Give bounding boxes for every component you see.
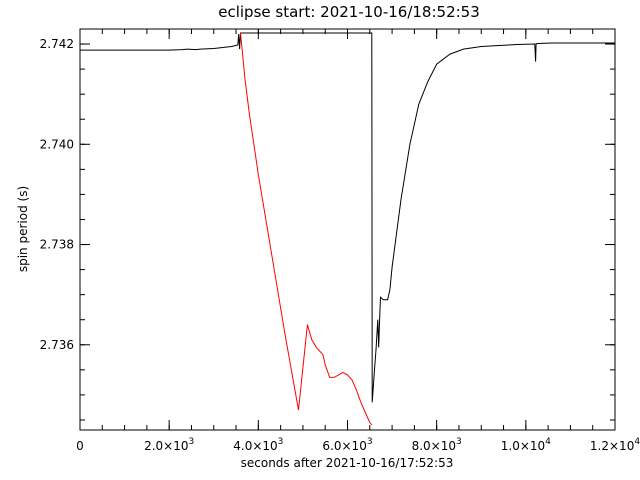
x-tick-label: 6.0×103 bbox=[322, 437, 372, 453]
y-tick-label: 2.740 bbox=[40, 137, 74, 151]
y-tick-label: 2.738 bbox=[40, 238, 74, 252]
x-tick-label: 0 bbox=[76, 439, 84, 453]
y-axis-label: spin period (s) bbox=[16, 186, 30, 272]
x-tick-label: 4.0×103 bbox=[233, 437, 283, 453]
ticks-layer: 0 2.0×103 4.0×103 6.0×103 8.0×103 1.0×104 1.2×… bbox=[40, 29, 640, 453]
series-line-1 bbox=[80, 32, 615, 403]
chart-title: eclipse start: 2021-10-16/18:52:53 bbox=[218, 3, 480, 21]
x-tick-label: 2.0×103 bbox=[144, 437, 194, 453]
series-line-2 bbox=[240, 32, 373, 426]
x-axis-label: seconds after 2021-10-16/17:52:53 bbox=[241, 456, 454, 470]
series-layer bbox=[80, 32, 615, 426]
y-tick-label: 2.742 bbox=[40, 37, 74, 51]
plot-frame bbox=[79, 28, 616, 431]
x-tick-label: 8.0×103 bbox=[412, 437, 462, 453]
y-tick-label: 2.736 bbox=[40, 338, 74, 352]
x-tick-label: 1.0×104 bbox=[501, 437, 551, 453]
x-tick-label: 1.2×104 bbox=[590, 437, 640, 453]
